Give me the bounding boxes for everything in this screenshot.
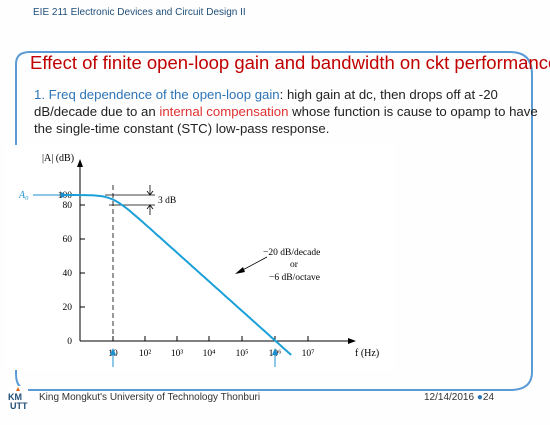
y-tick-label: 20 [63,303,73,313]
y-axis-label: |A| (dB) [42,153,74,164]
y-tick-label: 80 [63,201,73,211]
gain-bode-plot: |A| (dB) 0 20 40 60 80 100 A₀ 10 [5,145,395,370]
footer-university: King Mongkut's University of Technology … [39,392,261,403]
highlight-text: internal compensation [159,104,289,119]
slide-frame [15,51,533,391]
a0-label: A₀ [18,190,29,201]
footer-bullet: ● [476,392,483,403]
body-part1: : high gain at dc, then drops off at -20… [34,87,498,119]
page-number: 24 [482,392,495,403]
svg-text:KM: KM [8,392,22,402]
course-header: EIE 211 Electronic Devices and Circuit D… [33,7,246,18]
body-paragraph: 1. Freq dependence of the open-loop gain… [34,86,539,137]
x-axis-label: f (Hz) [355,348,379,359]
slope-label-3: −6 dB/octave [269,273,320,283]
svg-text:UTT: UTT [10,401,28,410]
item-number: 1. [34,87,45,102]
x-tick-label: 10⁴ [203,349,217,359]
x-tick-label: 10² [139,349,152,359]
university-logo: KM UTT [8,386,28,410]
footer-date: 12/14/2016 [424,392,475,403]
ft-arrow-icon [272,348,278,355]
y-tick-label: 0 [67,337,72,347]
three-db-label: 3 dB [158,196,176,206]
y-tick-label: 40 [63,269,73,279]
x-tick-label: 10⁷ [302,349,315,359]
fb-arrow-icon [110,348,116,355]
body-part2: whose function is cause to opamp to have… [34,104,538,136]
x-tick-label: 10³ [171,349,184,359]
slide-title: Effect of finite open-loop gain and band… [30,52,550,73]
slope-label-2: or [290,260,299,270]
a0-arrow-icon [61,192,67,198]
term-text: Freq dependence of the open-loop gain [48,87,280,102]
y-tick-label: 60 [63,235,73,245]
slope-arrow-icon [235,267,245,274]
x-tick-label: 10⁵ [236,349,249,359]
footer-date-page: 12/14/2016 ●24 [424,392,494,403]
slope-label-1: −20 dB/decade [263,248,320,258]
gain-curve [65,194,292,356]
